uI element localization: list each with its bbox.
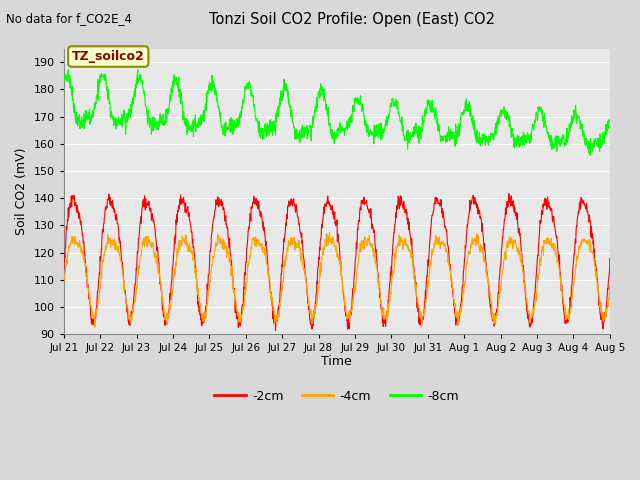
Y-axis label: Soil CO2 (mV): Soil CO2 (mV) (15, 148, 28, 235)
Text: Tonzi Soil CO2 Profile: Open (East) CO2: Tonzi Soil CO2 Profile: Open (East) CO2 (209, 12, 495, 27)
Text: No data for f_CO2E_4: No data for f_CO2E_4 (6, 12, 132, 25)
Text: TZ_soilco2: TZ_soilco2 (72, 50, 145, 63)
X-axis label: Time: Time (321, 355, 352, 368)
Legend: -2cm, -4cm, -8cm: -2cm, -4cm, -8cm (209, 385, 464, 408)
